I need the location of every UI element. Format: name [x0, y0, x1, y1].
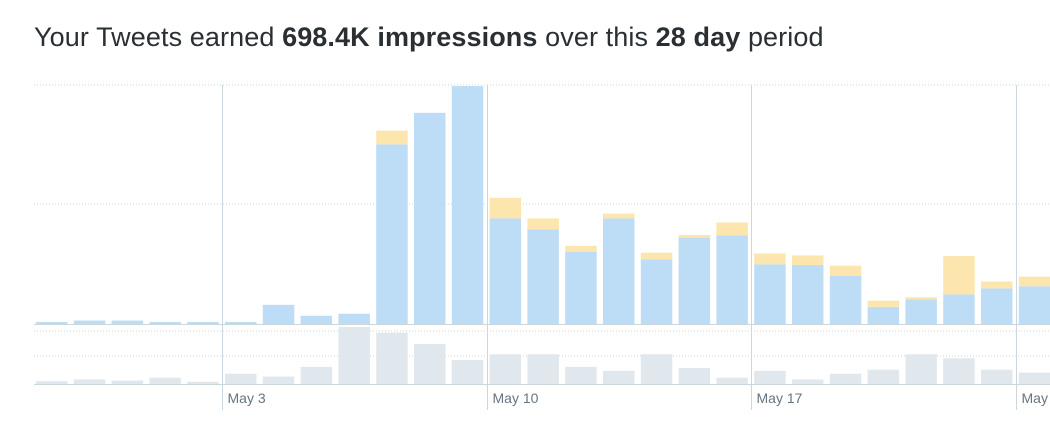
engagement-bar[interactable]	[111, 380, 144, 384]
engagement-bar[interactable]	[867, 369, 900, 384]
promoted-impressions-bar[interactable]	[527, 218, 559, 230]
promoted-impressions-bar[interactable]	[565, 245, 597, 252]
engagement-bars	[34, 326, 1050, 385]
title-suffix: period	[740, 22, 824, 52]
promoted-impressions-bar[interactable]	[1018, 276, 1050, 287]
impressions-bar[interactable]	[943, 294, 975, 324]
promoted-impressions-bar[interactable]	[754, 253, 786, 265]
promoted-impressions-bar[interactable]	[678, 234, 711, 238]
x-axis: May 3 May 10 May 17 May 24	[228, 390, 1050, 406]
impressions-bar[interactable]	[451, 86, 484, 324]
impressions-bar[interactable]	[225, 321, 257, 324]
x-tick-label: May 17	[757, 390, 803, 406]
engagement-bar[interactable]	[981, 369, 1013, 384]
impressions-bar[interactable]	[867, 306, 900, 324]
engagement-bar[interactable]	[565, 366, 597, 384]
x-tick-label: May 3	[228, 390, 266, 406]
week-separators	[222, 85, 1017, 410]
period-length: 28 day	[655, 22, 741, 52]
x-tick-label: May 24	[1022, 390, 1050, 406]
impressions-bar[interactable]	[905, 299, 937, 324]
impressions-bar[interactable]	[829, 276, 862, 324]
impressions-bar[interactable]	[640, 259, 673, 324]
engagement-bar[interactable]	[187, 381, 219, 384]
engagement-bar[interactable]	[527, 354, 559, 384]
impressions-bar[interactable]	[792, 265, 824, 324]
engagement-bar[interactable]	[754, 370, 786, 384]
promoted-impressions-bar[interactable]	[792, 255, 824, 266]
impressions-bar[interactable]	[111, 320, 144, 324]
impressions-bar[interactable]	[36, 321, 68, 324]
engagement-bar[interactable]	[300, 366, 333, 384]
engagement-bar[interactable]	[905, 354, 937, 384]
impressions-total: 698.4K impressions	[282, 22, 538, 52]
impressions-bar[interactable]	[754, 264, 786, 324]
engagement-bar[interactable]	[414, 344, 446, 384]
promoted-impressions-bar[interactable]	[829, 265, 862, 276]
impressions-bar[interactable]	[338, 313, 370, 324]
impressions-bar[interactable]	[187, 321, 219, 324]
promoted-impressions-bar[interactable]	[603, 213, 635, 219]
impressions-bars	[34, 86, 1050, 325]
engagement-bar[interactable]	[603, 370, 635, 384]
impressions-bar[interactable]	[414, 112, 446, 324]
promoted-impressions-bar[interactable]	[867, 300, 900, 307]
x-tick-label: May 10	[493, 390, 539, 406]
impressions-bar[interactable]	[565, 252, 597, 324]
promoted-impressions-bar[interactable]	[376, 130, 408, 145]
engagement-bar[interactable]	[149, 377, 181, 384]
engagement-bar[interactable]	[376, 332, 408, 384]
engagement-bar[interactable]	[943, 358, 975, 384]
impressions-bar[interactable]	[716, 235, 748, 324]
impressions-bar[interactable]	[1018, 286, 1050, 324]
page-title: Your Tweets earned 698.4K impressions ov…	[34, 22, 824, 53]
engagement-bar[interactable]	[829, 373, 862, 384]
impressions-bar[interactable]	[376, 144, 408, 324]
engagement-bar[interactable]	[338, 326, 370, 384]
promoted-impressions-bar[interactable]	[905, 297, 937, 300]
engagement-bar[interactable]	[225, 373, 257, 384]
engagement-bar[interactable]	[792, 379, 824, 384]
impressions-bar[interactable]	[149, 321, 181, 324]
impressions-bar[interactable]	[981, 288, 1013, 324]
engagement-bar[interactable]	[451, 360, 484, 384]
promoted-impressions-bar[interactable]	[640, 252, 673, 260]
promoted-impressions-bar[interactable]	[943, 256, 975, 295]
engagement-bar[interactable]	[678, 368, 711, 384]
impressions-bar[interactable]	[603, 218, 635, 324]
promoted-impressions-bar[interactable]	[489, 197, 522, 219]
engagement-bar[interactable]	[489, 354, 522, 384]
impressions-bar[interactable]	[300, 315, 333, 324]
promoted-impressions-bar[interactable]	[981, 281, 1013, 289]
engagement-bar[interactable]	[262, 376, 295, 384]
impressions-bar[interactable]	[73, 320, 106, 324]
impressions-bar[interactable]	[678, 237, 711, 324]
engagement-bar[interactable]	[36, 381, 68, 384]
engagement-bar[interactable]	[73, 379, 106, 384]
engagement-bar[interactable]	[716, 377, 748, 384]
title-middle: over this	[537, 22, 656, 52]
impressions-bar[interactable]	[489, 218, 522, 324]
impressions-bar[interactable]	[527, 229, 559, 324]
title-prefix: Your Tweets earned	[34, 22, 283, 52]
engagement-bar[interactable]	[640, 354, 673, 384]
promoted-impressions-bar[interactable]	[716, 222, 748, 236]
impressions-bar[interactable]	[262, 304, 295, 324]
engagement-bar[interactable]	[1018, 372, 1050, 384]
